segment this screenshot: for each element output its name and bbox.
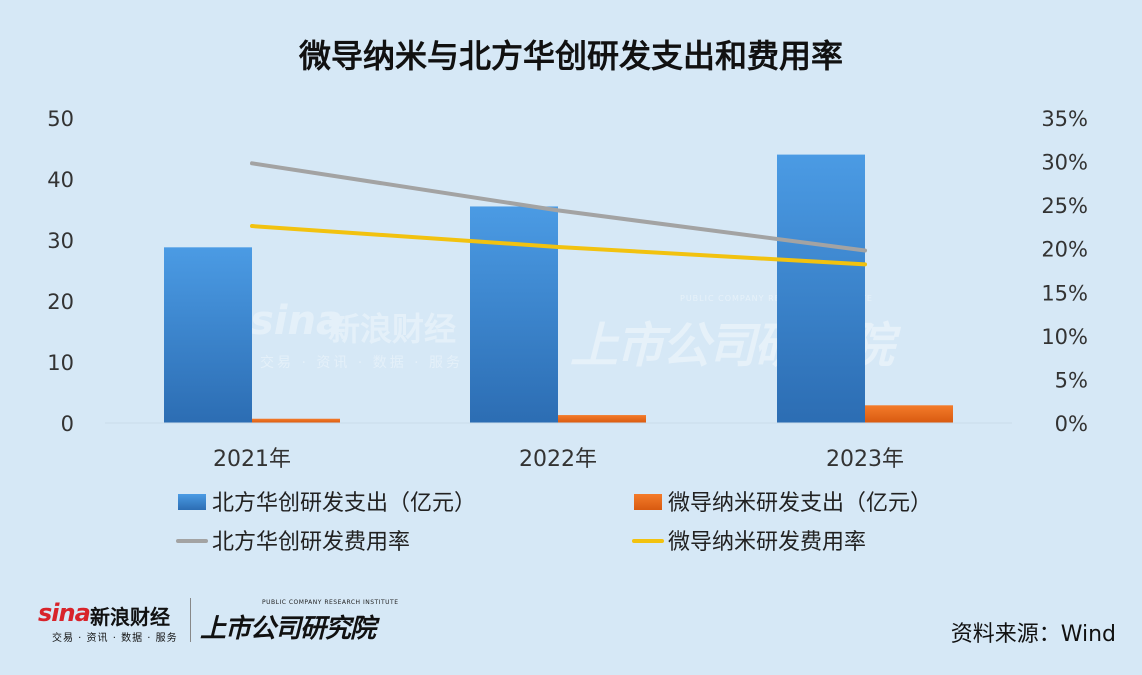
right-tick-label: 35% [1041,107,1088,131]
left-tick-label: 20 [47,290,74,314]
institute-logo-cn: 上市公司研究院 [200,614,376,644]
right-tick-label: 15% [1041,281,1088,305]
sina-logo: sina 新浪财经 交易 · 资讯 · 数据 · 服务 [38,597,188,647]
left-tick-label: 0 [61,412,74,436]
legend-naura-spend-swatch [178,494,206,510]
left-tick-label: 30 [47,229,74,253]
bar-leadmicro [558,415,646,423]
legend-naura-spend-label: 北方华创研发支出（亿元） [212,491,476,516]
category-labels: 2021年 2022年 2023年 [213,447,904,472]
bar-leadmicro [865,405,953,423]
bar-naura [777,154,865,423]
sina-logo-brand: sina [38,599,91,627]
lines [250,161,867,267]
institute-logo-en: PUBLIC COMPANY RESEARCH INSTITUTE [262,599,399,606]
left-axis: 0 10 20 30 40 50 [47,107,74,436]
source-note: 资料来源：Wind [950,622,1116,647]
legend: 北方华创研发支出（亿元） 微导纳米研发支出（亿元） 北方华创研发费用率 微导纳米研发费… [176,491,932,555]
institute-logo: PUBLIC COMPANY RESEARCH INSTITUTE 上市公司研究… [198,597,408,647]
bar-naura [164,247,252,423]
left-tick-label: 50 [47,107,74,131]
legend-leadmicro-rate-label: 微导纳米研发费用率 [668,530,866,555]
bar-naura [470,206,558,423]
sina-logo-sub: 交易 · 资讯 · 数据 · 服务 [52,633,178,644]
legend-leadmicro-spend-swatch [634,494,662,510]
right-tick-label: 5% [1055,368,1088,392]
right-axis: 0% 5% 10% 15% 20% 25% 30% 35% [1041,107,1088,436]
left-tick-label: 10 [47,351,74,375]
category-label: 2023年 [826,447,904,472]
legend-naura-rate-label: 北方华创研发费用率 [212,530,410,555]
line-naura-rate [250,161,867,253]
right-tick-label: 20% [1041,238,1088,262]
line-leadmicro-rate [250,224,867,267]
category-label: 2022年 [519,447,597,472]
chart-title: 微导纳米与北方华创研发支出和费用率 [298,37,843,75]
bars [164,154,953,423]
left-tick-label: 40 [47,168,74,192]
legend-leadmicro-spend-label: 微导纳米研发支出（亿元） [668,491,932,516]
bar-leadmicro [252,418,340,423]
logo-divider [190,598,191,642]
category-label: 2021年 [213,447,291,472]
right-tick-label: 25% [1041,194,1088,218]
chart: 微导纳米与北方华创研发支出和费用率 0 10 20 30 40 50 0% 5% 10% 15%… [47,37,1088,555]
right-tick-label: 0% [1055,412,1088,436]
sina-logo-name: 新浪财经 [90,605,170,629]
right-tick-label: 30% [1041,151,1088,175]
right-tick-label: 10% [1041,325,1088,349]
